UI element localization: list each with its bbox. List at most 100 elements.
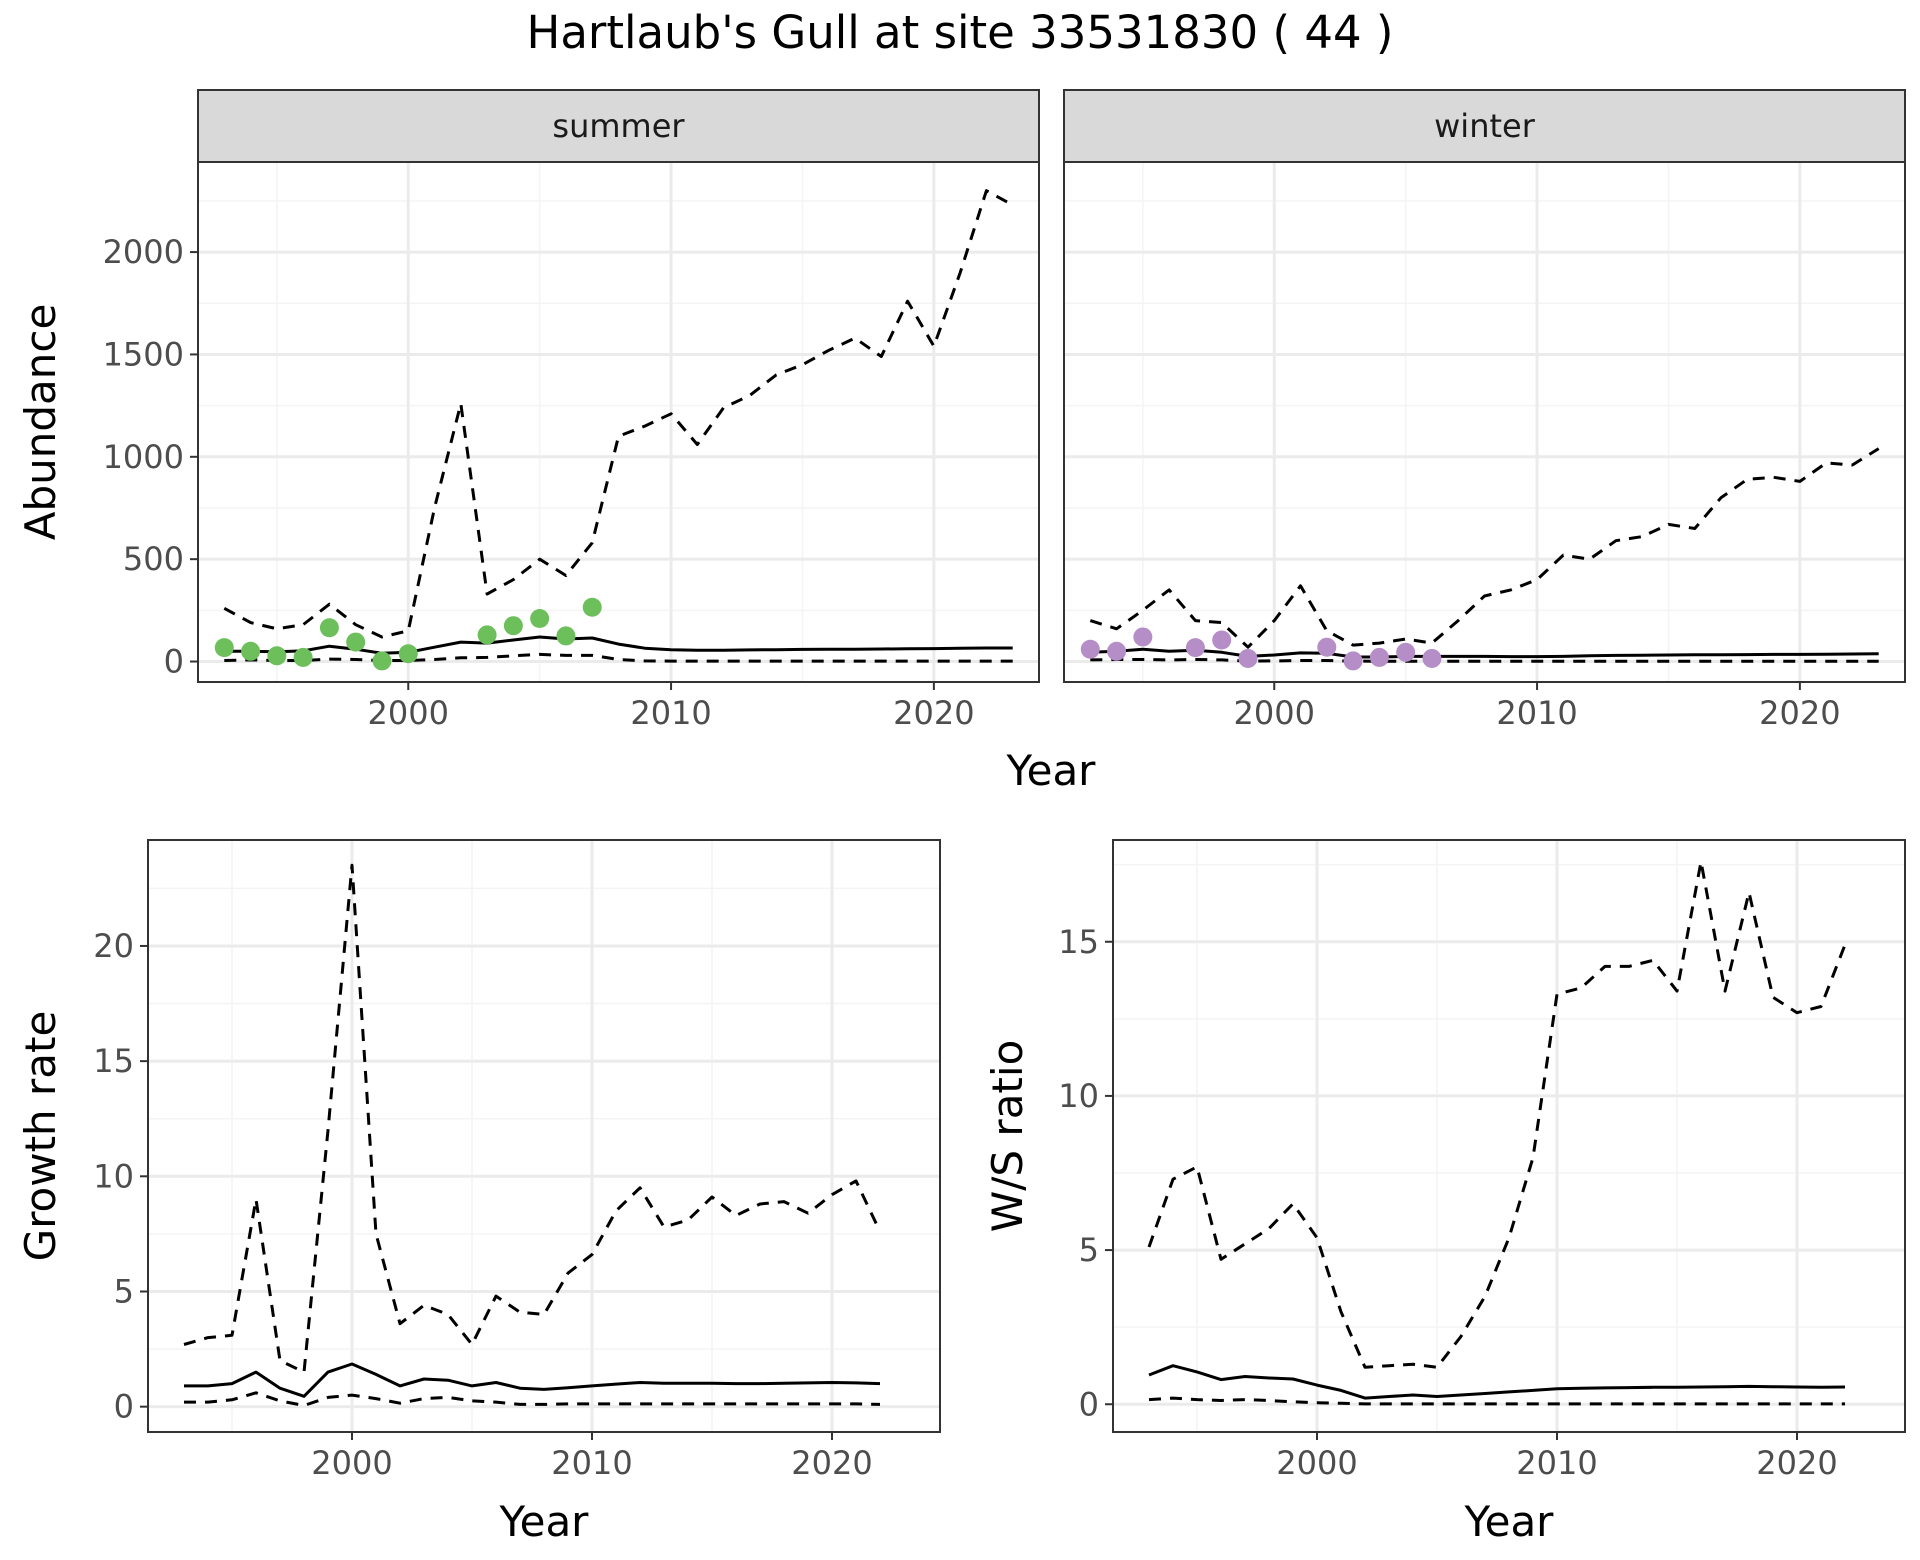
ws-ratio-panel: 0 5 10 15 2000 2010 2020	[1058, 839, 1906, 1482]
summer-observation-point	[477, 625, 497, 645]
x-tick-label: 2000	[368, 694, 449, 732]
winter-lower-bound-line	[1090, 658, 1879, 663]
winter-points	[1080, 627, 1442, 671]
summer-observation-point	[503, 616, 523, 636]
x-tick-label: 2010	[551, 1444, 632, 1482]
y-tick-label: 15	[93, 1042, 134, 1080]
winter-observation-point	[1343, 651, 1363, 671]
winter-observation-point	[1185, 638, 1205, 658]
y-tick-label: 10	[1058, 1077, 1099, 1115]
growth-panel-background	[148, 840, 940, 1432]
growth-y-ticks: 0 5 10 15 20	[93, 927, 148, 1426]
x-tick-label: 2000	[1276, 1444, 1357, 1482]
ws-lower-bound-line	[1148, 1396, 1845, 1406]
winter-series	[1089, 447, 1880, 663]
y-tick-label: 2000	[103, 233, 184, 271]
x-tick-label: 2010	[630, 694, 711, 732]
summer-observation-point	[241, 641, 261, 661]
summer-upper-bound-line	[223, 189, 1014, 639]
chart-title: Hartlaub's Gull at site 33531830 ( 44 )	[527, 6, 1394, 59]
ws-upper-bound-line	[1147, 860, 1847, 1369]
summer-observation-point	[582, 597, 602, 617]
summer-points	[214, 597, 602, 671]
summer-observation-point	[398, 644, 418, 664]
summer-observation-point	[214, 638, 234, 658]
winter-observation-point	[1080, 639, 1100, 659]
abundance-y-axis-title: Abundance	[16, 304, 65, 541]
winter-x-ticks: 2000 2010 2020	[1234, 682, 1841, 732]
winter-panel-border	[1063, 161, 1906, 683]
summer-observation-point	[530, 609, 550, 629]
growth-upper-bound-line	[183, 863, 882, 1374]
winter-estimate-line	[1090, 647, 1879, 659]
winter-grid	[1064, 162, 1905, 682]
winter-observation-point	[1369, 647, 1389, 667]
ws-x-axis-title: Year	[1464, 1497, 1555, 1546]
winter-observation-point	[1422, 648, 1442, 668]
y-tick-label: 0	[114, 1388, 134, 1426]
x-tick-label: 2000	[1234, 694, 1315, 732]
abundance-x-axis-title: Year	[1006, 746, 1097, 795]
summer-panel-border	[197, 161, 1040, 683]
abundance-winter-panel: winter 2000 2010 2020	[1063, 89, 1906, 732]
ws-panel-border	[1112, 839, 1906, 1433]
summer-observation-point	[319, 618, 339, 638]
abundance-y-ticks: 0 500 1000 1500 2000	[103, 233, 198, 681]
growth-estimate-line	[184, 1362, 881, 1398]
summer-panel-background	[198, 162, 1039, 682]
y-tick-label: 5	[1079, 1231, 1099, 1269]
y-tick-label: 15	[1058, 923, 1099, 961]
ws-grid	[1113, 840, 1905, 1432]
y-tick-label: 20	[93, 927, 134, 965]
x-tick-label: 2000	[311, 1444, 392, 1482]
growth-y-axis-title: Growth rate	[16, 1011, 65, 1262]
growth-panel-border	[147, 839, 941, 1433]
winter-upper-bound-line	[1089, 447, 1880, 649]
x-tick-label: 2010	[1516, 1444, 1597, 1482]
growth-rate-panel: 0 5 10 15 20 2000 2010 2020	[93, 839, 941, 1482]
growth-x-ticks: 2000 2010 2020	[311, 1432, 873, 1482]
ws-y-ticks: 0 5 10 15	[1058, 923, 1113, 1423]
winter-observation-point	[1107, 641, 1127, 661]
summer-observation-point	[372, 651, 392, 671]
winter-observation-point	[1212, 630, 1232, 650]
strip-label-summer: summer	[552, 107, 685, 145]
winter-observation-point	[1133, 627, 1153, 647]
summer-lower-bound-line	[224, 652, 1013, 663]
summer-observation-point	[293, 647, 313, 667]
ws-x-ticks: 2000 2010 2020	[1276, 1432, 1838, 1482]
y-tick-label: 0	[1079, 1385, 1099, 1423]
summer-grid	[198, 162, 1039, 682]
winter-observation-point	[1238, 648, 1258, 668]
y-tick-label: 5	[114, 1272, 134, 1310]
x-tick-label: 2010	[1496, 694, 1577, 732]
summer-observation-point	[346, 632, 366, 652]
x-tick-label: 2020	[1756, 1444, 1837, 1482]
ws-estimate-line	[1148, 1364, 1846, 1400]
strip-winter	[1063, 89, 1906, 163]
winter-observation-point	[1317, 637, 1337, 657]
winter-observation-point	[1396, 642, 1416, 662]
y-tick-label: 1500	[103, 335, 184, 373]
abundance-summer-panel: summer 0 500 1000 1500 2000 2000 2010 2020	[103, 89, 1040, 732]
strip-summer	[197, 89, 1040, 163]
x-tick-label: 2020	[791, 1444, 872, 1482]
strip-label-winter: winter	[1434, 107, 1536, 145]
y-tick-label: 1000	[103, 438, 184, 476]
growth-grid	[148, 840, 940, 1432]
x-tick-label: 2020	[893, 694, 974, 732]
winter-panel-background	[1064, 162, 1905, 682]
x-tick-label: 2020	[1759, 694, 1840, 732]
y-tick-label: 0	[164, 643, 184, 681]
y-tick-label: 500	[123, 540, 184, 578]
growth-series	[183, 863, 882, 1407]
summer-observation-point	[267, 646, 287, 666]
summer-x-ticks: 2000 2010 2020	[368, 682, 975, 732]
growth-x-axis-title: Year	[499, 1497, 590, 1546]
ws-y-axis-title: W/S ratio	[983, 1040, 1032, 1233]
y-tick-label: 10	[93, 1157, 134, 1195]
ws-series	[1147, 860, 1847, 1406]
summer-observation-point	[556, 626, 576, 646]
ws-panel-background	[1113, 840, 1905, 1432]
